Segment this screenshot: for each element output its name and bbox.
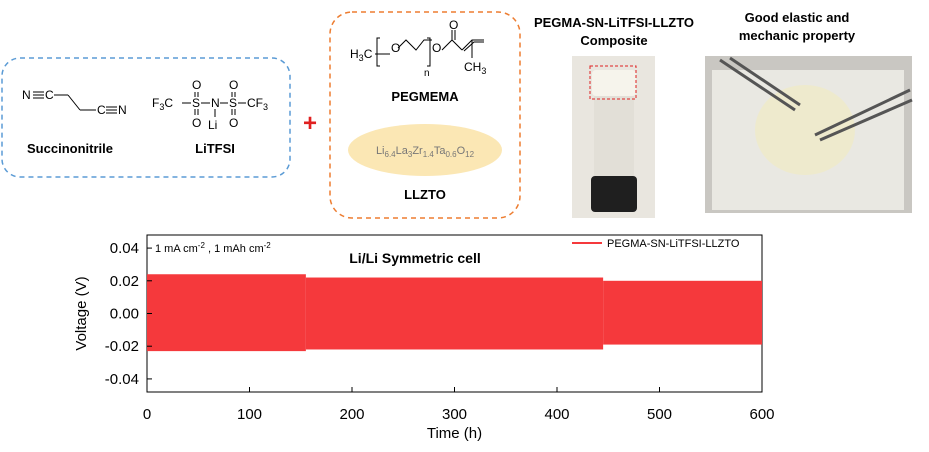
y-tick-label: -0.04: [105, 371, 139, 388]
annotation: Li/Li Symmetric cell: [349, 250, 481, 266]
condition-part: -2: [198, 241, 206, 250]
plus-sign: +: [303, 110, 317, 137]
legend-label: PEGMA-SN-LiTFSI-LLZTO: [607, 238, 740, 250]
y-axis-label: Voltage (V): [73, 276, 90, 350]
compound-label: PEGMEMA: [391, 89, 459, 104]
voltage-band: [603, 280, 762, 345]
voltage-band: [305, 277, 604, 350]
atom: O: [391, 41, 400, 55]
photo: [705, 56, 913, 213]
atom: S: [229, 96, 237, 110]
condition-part: -2: [264, 241, 272, 250]
condition-note: 1 mA cm-2 , 1 mAh cm-2: [155, 241, 271, 255]
x-tick-label: 200: [339, 406, 364, 423]
atom: N: [22, 88, 31, 102]
bond: [33, 91, 117, 114]
atom: O: [449, 18, 458, 32]
atom: O: [192, 116, 201, 130]
atom: C: [97, 103, 106, 117]
photo: [572, 56, 655, 218]
x-tick-label: 100: [237, 406, 262, 423]
component-box: [1, 57, 291, 178]
bond: [182, 92, 246, 117]
y-tick-label: 0.02: [110, 273, 139, 290]
llzto-particle: [348, 124, 502, 176]
atom: N: [118, 103, 127, 117]
y-tick-label: 0.00: [110, 306, 139, 323]
repeat-index: n: [424, 68, 430, 79]
y-tick-label: -0.02: [105, 338, 139, 355]
condition-part: 1 mA cm: [155, 243, 198, 255]
photo-title: PEGMA-SN-LiTFSI-LLZTO: [534, 15, 694, 30]
compound-label: LiTFSI: [195, 141, 235, 156]
x-tick-label: 600: [749, 406, 774, 423]
atom: S: [192, 96, 200, 110]
x-tick-label: 0: [143, 406, 151, 423]
atom: CF3: [247, 96, 268, 112]
x-tick-label: 500: [647, 406, 672, 423]
y-tick-label: 0.04: [110, 240, 139, 257]
compound-label: Succinonitrile: [27, 141, 113, 156]
formula: Li6.4La3Zr1.4Ta0.6O12: [376, 145, 475, 159]
atom: C: [45, 88, 54, 102]
voltage-band: [147, 274, 306, 352]
photo-title: mechanic property: [739, 28, 856, 43]
component-box: [329, 11, 521, 219]
atom: H3C: [350, 47, 373, 63]
compound-label: LLZTO: [404, 187, 446, 202]
x-tick-label: 400: [544, 406, 569, 423]
condition-part: , 1 mAh cm: [205, 243, 264, 255]
atom: O: [229, 116, 238, 130]
atom: F3C: [152, 96, 173, 112]
atom: O: [192, 78, 201, 92]
atom: Li: [208, 118, 217, 132]
atom: N: [211, 96, 220, 110]
atom: O: [229, 78, 238, 92]
x-axis-label: Time (h): [427, 425, 482, 442]
bond: [375, 30, 484, 67]
atom: CH3: [464, 60, 486, 76]
photo-title: Good elastic and: [745, 10, 850, 25]
x-tick-label: 300: [442, 406, 467, 423]
photo-title: Composite: [580, 33, 647, 48]
atom: O: [432, 41, 441, 55]
